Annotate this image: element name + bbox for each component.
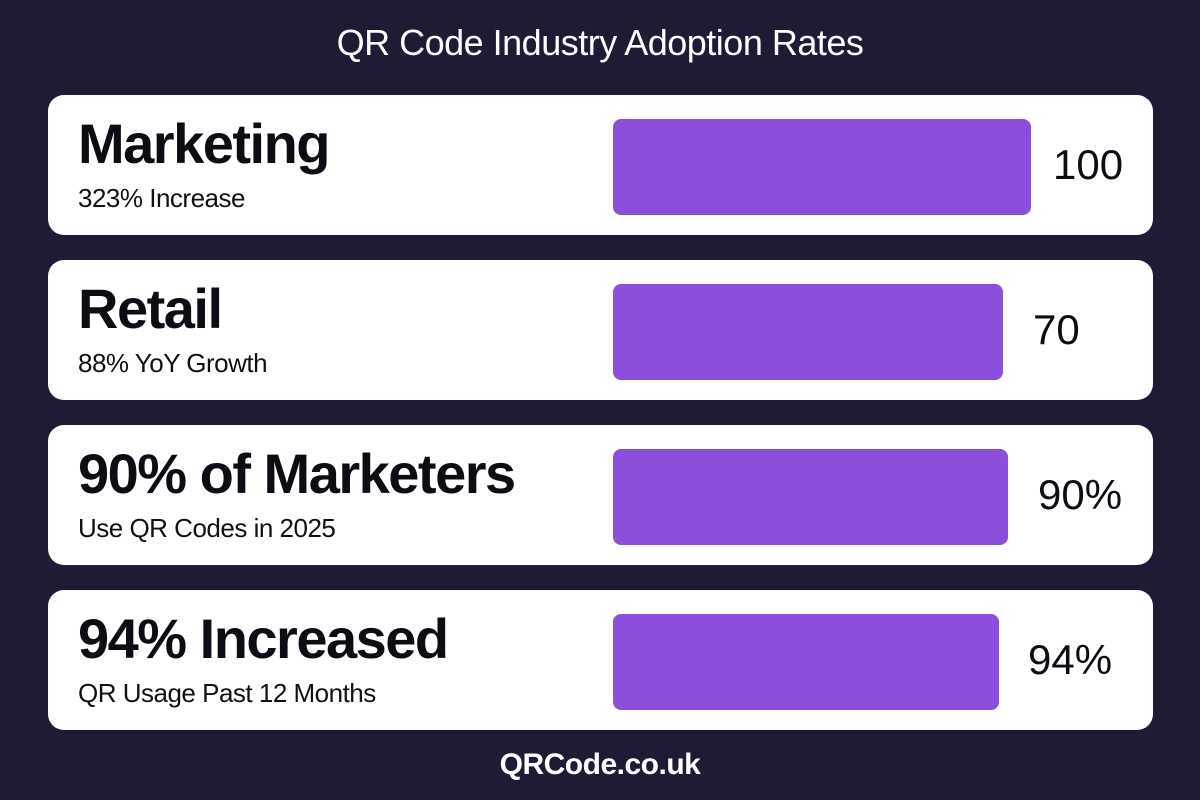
card-subtitle: 323% Increase: [78, 183, 245, 213]
bar-value: 90%: [1038, 471, 1123, 518]
card-label: Retail: [78, 277, 223, 340]
bar-value: 100: [1053, 141, 1124, 188]
bar-value: 70: [1033, 306, 1080, 353]
bar: [613, 284, 1003, 380]
chart-title: QR Code Industry Adoption Rates: [336, 22, 864, 63]
card-subtitle: QR Usage Past 12 Months: [78, 678, 376, 708]
bar: [613, 119, 1031, 215]
card-marketing: Marketing 323% Increase 100: [48, 95, 1153, 235]
card-label: 90% of Marketers: [78, 442, 516, 505]
card-label: 94% Increased: [78, 607, 449, 670]
bar-value: 94%: [1028, 636, 1113, 683]
card-label: Marketing: [78, 112, 331, 175]
card-subtitle: Use QR Codes in 2025: [78, 513, 336, 543]
brand-logo: QRCode.co.uk: [499, 748, 701, 781]
card-increased: 94% Increased QR Usage Past 12 Months 94…: [48, 590, 1153, 730]
card-marketers: 90% of Marketers Use QR Codes in 2025 90…: [48, 425, 1153, 565]
bar: [613, 614, 999, 710]
bar: [613, 449, 1008, 545]
card-subtitle: 88% YoY Growth: [78, 348, 268, 378]
card-retail: Retail 88% YoY Growth 70: [48, 260, 1153, 400]
